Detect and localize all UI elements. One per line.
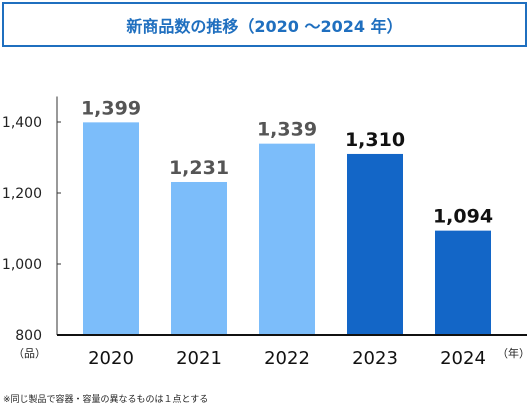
y-tick-label: 1,200 xyxy=(2,186,42,202)
value-label-2020: 1,399 xyxy=(81,97,141,119)
bars xyxy=(83,122,491,335)
x-tick-label-2023: 2023 xyxy=(352,348,398,369)
y-tick-label: 800 xyxy=(15,328,42,344)
y-axis: 800 1,000 1,200 1,400 xyxy=(2,96,61,344)
value-label-2023: 1,310 xyxy=(345,129,405,151)
chart-title: 新商品数の推移（2020 ～2024 年） xyxy=(2,2,527,47)
y-axis-unit: （品） xyxy=(13,347,46,360)
bar-2022 xyxy=(259,143,315,335)
y-tick-label: 1,400 xyxy=(2,115,42,131)
bar-2023 xyxy=(347,153,403,335)
bar-2021 xyxy=(171,181,227,335)
x-tick-label-2022: 2022 xyxy=(264,348,310,369)
x-axis: 2020 2021 2022 2023 2024 xyxy=(57,334,527,369)
bar-2024 xyxy=(435,230,491,335)
value-label-2024: 1,094 xyxy=(433,206,493,228)
bar-2020 xyxy=(83,122,139,335)
value-label-2022: 1,339 xyxy=(257,119,317,141)
footnote: ※同じ製品で容器・容量の異なるものは１点とする xyxy=(3,395,209,405)
x-tick-label-2021: 2021 xyxy=(176,348,222,369)
x-axis-unit: （年） xyxy=(497,346,530,360)
x-tick-label-2024: 2024 xyxy=(440,348,486,369)
value-label-2021: 1,231 xyxy=(169,157,229,179)
x-tick-label-2020: 2020 xyxy=(88,348,134,369)
y-tick-label: 1,000 xyxy=(2,257,42,273)
value-labels: 1,399 1,231 1,339 1,310 1,094 xyxy=(81,97,493,227)
